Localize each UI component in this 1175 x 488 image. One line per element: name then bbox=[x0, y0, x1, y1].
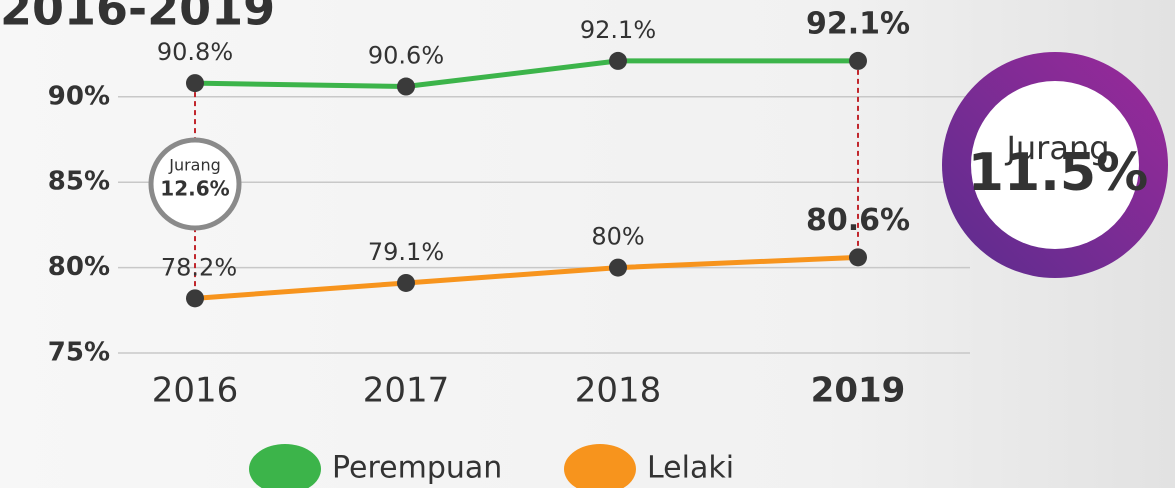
series-line bbox=[194, 254, 859, 301]
x-tick-label: 2016 bbox=[152, 371, 239, 411]
y-tick-label: 75% bbox=[48, 338, 110, 368]
chart-title: 2016-2019 bbox=[0, 0, 275, 36]
data-label: 80.6% bbox=[806, 203, 910, 238]
point bbox=[609, 51, 627, 70]
gap-badge-label: Jurang bbox=[168, 156, 221, 175]
series-line bbox=[194, 58, 858, 90]
point bbox=[609, 258, 627, 277]
legend-swatch bbox=[564, 444, 636, 488]
point bbox=[849, 51, 867, 70]
y-tick-label: 80% bbox=[48, 252, 110, 282]
gap-ring-label: Jurang bbox=[1004, 129, 1109, 167]
gap-badge-value: 12.6% bbox=[160, 177, 229, 201]
legend-swatch bbox=[249, 444, 321, 488]
data-label: 90.6% bbox=[368, 42, 444, 70]
gap-ring-value: 11.5% bbox=[968, 143, 1148, 203]
data-label: 80% bbox=[591, 223, 644, 251]
point bbox=[186, 289, 204, 308]
gap-ring-inner bbox=[971, 81, 1139, 249]
y-tick-label: 85% bbox=[48, 167, 110, 197]
point bbox=[397, 273, 415, 292]
legend-label: Lelaki bbox=[647, 451, 734, 486]
data-label: 79.1% bbox=[368, 238, 444, 266]
point bbox=[849, 248, 867, 267]
gap-badge bbox=[148, 137, 242, 231]
y-tick-label: 90% bbox=[48, 81, 110, 111]
point bbox=[397, 77, 415, 96]
x-tick-label: 2017 bbox=[363, 371, 450, 411]
x-tick-label: 2019 bbox=[811, 371, 906, 411]
data-label: 92.1% bbox=[806, 6, 910, 41]
data-label: 92.1% bbox=[580, 16, 656, 44]
data-label: 78.2% bbox=[161, 253, 237, 281]
data-label: 90.8% bbox=[157, 38, 233, 66]
legend-label: Perempuan bbox=[332, 451, 502, 486]
point bbox=[186, 74, 204, 93]
x-tick-label: 2018 bbox=[575, 371, 662, 411]
